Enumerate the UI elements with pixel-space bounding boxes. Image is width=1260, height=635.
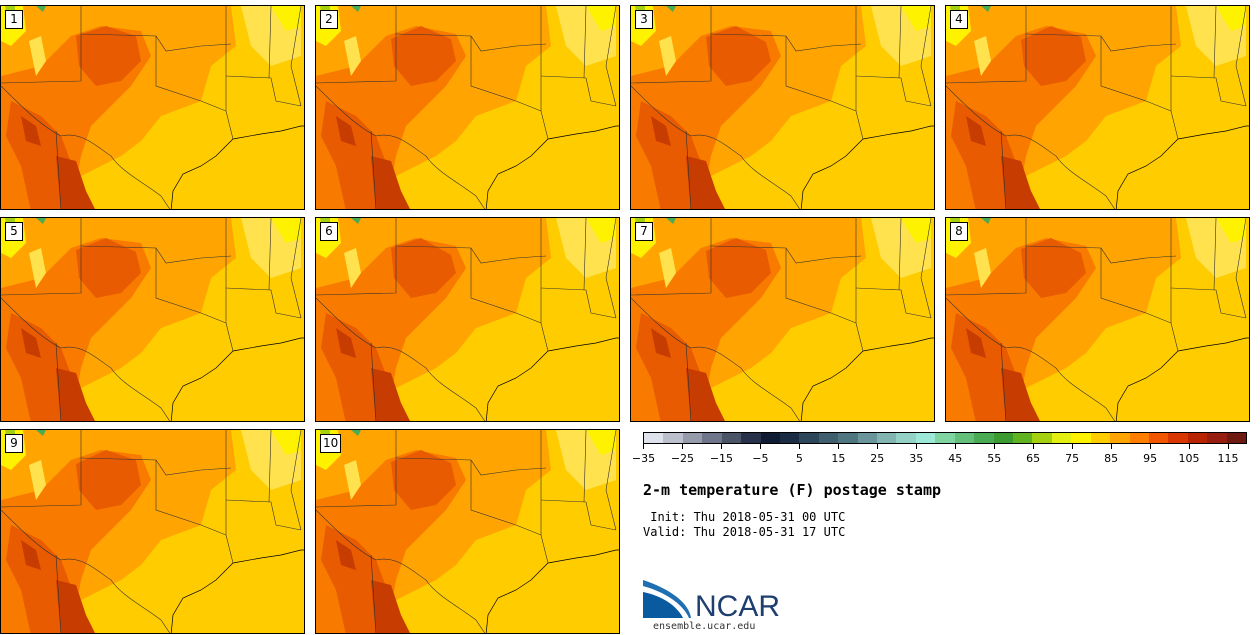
colorbar-swatch [721,433,742,443]
member-number: 10 [320,434,342,453]
member-panel-7: 7 [630,217,935,422]
colorbar-swatch [760,433,780,443]
colorbar-swatch [857,433,878,443]
colorbar-tick [1227,444,1229,449]
member-panel-3: 3 [630,5,935,210]
colorbar-swatch [779,433,800,443]
colorbar-swatch [1013,433,1033,443]
valid-time: Valid: Thu 2018-05-31 17 UTC [643,525,846,539]
colorbar-tick-label: 115 [1217,452,1239,465]
colorbar-tick-label: −15 [709,452,734,465]
colorbar-tick [1188,444,1190,449]
colorbar-tick-label: 25 [870,452,885,465]
colorbar-tick [1032,444,1034,449]
colorbar-swatch [877,433,897,443]
colorbar-swatch [935,433,955,443]
member-number: 9 [5,434,23,453]
colorbar-tick-label: −25 [670,452,695,465]
member-panel-5: 5 [0,217,305,422]
colorbar-tick [681,444,683,449]
colorbar-swatch [974,433,994,443]
member-number: 4 [950,10,968,29]
colorbar-tick-label: 45 [948,452,963,465]
colorbar-swatch [1110,433,1130,443]
member-panel-10: 10 [315,429,620,634]
colorbar-tick-label: 105 [1178,452,1200,465]
colorbar-swatch [954,433,975,443]
member-number: 2 [320,10,338,29]
colorbar-tick-label: 95 [1143,452,1158,465]
colorbar-swatch [896,433,916,443]
colorbar-swatch [818,433,839,443]
colorbar-swatch [915,433,936,443]
colorbar-swatch [1226,433,1247,443]
member-panel-8: 8 [945,217,1250,422]
member-number: 5 [5,222,23,241]
colorbar-swatch [741,433,761,443]
colorbar-tick [798,444,800,449]
member-panel-2: 2 [315,5,620,210]
colorbar-tick [720,444,722,449]
colorbar-tick [1110,444,1112,449]
colorbar-swatch [1032,433,1052,443]
colorbar-tick-label: 35 [909,452,924,465]
member-panel-4: 4 [945,5,1250,210]
member-number: 3 [635,10,653,29]
colorbar-tick-label: 15 [831,452,846,465]
colorbar-swatch [1071,433,1091,443]
colorbar-swatch [702,433,722,443]
colorbar-tick-label: 75 [1065,452,1080,465]
colorbar-tick-label: 5 [795,452,803,465]
colorbar-tick [1071,444,1073,449]
ncar-logo: NCAR [643,580,780,620]
colorbar-tick [876,444,878,449]
colorbar-swatch [1051,433,1072,443]
colorbar-swatch [1148,433,1169,443]
colorbar-swatch [682,433,703,443]
colorbar-tick [915,444,917,449]
colorbar-tick-label: 55 [987,452,1002,465]
member-number: 6 [320,222,338,241]
colorbar-swatch [799,433,819,443]
colorbar-tick-label: 65 [1026,452,1041,465]
colorbar-swatch [1187,433,1208,443]
colorbar-ticks: −35 −25 −15 −5 5 15 25 35 45 55 65 75 85 95 105 115 [632,444,1247,468]
member-panel-1: 1 [0,5,305,210]
colorbar-tick [837,444,839,449]
colorbar-swatch [1168,433,1188,443]
colorbar-tick [993,444,995,449]
member-number: 7 [635,222,653,241]
colorbar-tick [759,444,761,449]
colorbar-tick [1149,444,1151,449]
site-url: ensemble.ucar.edu [653,621,756,632]
colorbar-swatch [663,433,683,443]
colorbar-swatch [993,433,1014,443]
init-time: Init: Thu 2018-05-31 00 UTC [643,510,846,524]
member-number: 1 [5,10,23,29]
colorbar-swatch [1129,433,1149,443]
colorbar-swatch [1090,433,1111,443]
colorbar-swatch [1207,433,1227,443]
member-number: 8 [950,222,968,241]
colorbar-swatch [838,433,858,443]
colorbar-tick-label: 85 [1104,452,1119,465]
logo-text: NCAR [695,590,780,620]
colorbar-tick-label: −5 [752,452,769,465]
member-panel-6: 6 [315,217,620,422]
colorbar-swatch [644,433,664,443]
colorbar-tick-label: −35 [631,452,656,465]
member-panel-9: 9 [0,429,305,634]
colorbar [643,432,1247,444]
plot-title: 2-m temperature (F) postage stamp [643,481,942,499]
colorbar-tick [643,444,644,449]
colorbar-tick [954,444,956,449]
